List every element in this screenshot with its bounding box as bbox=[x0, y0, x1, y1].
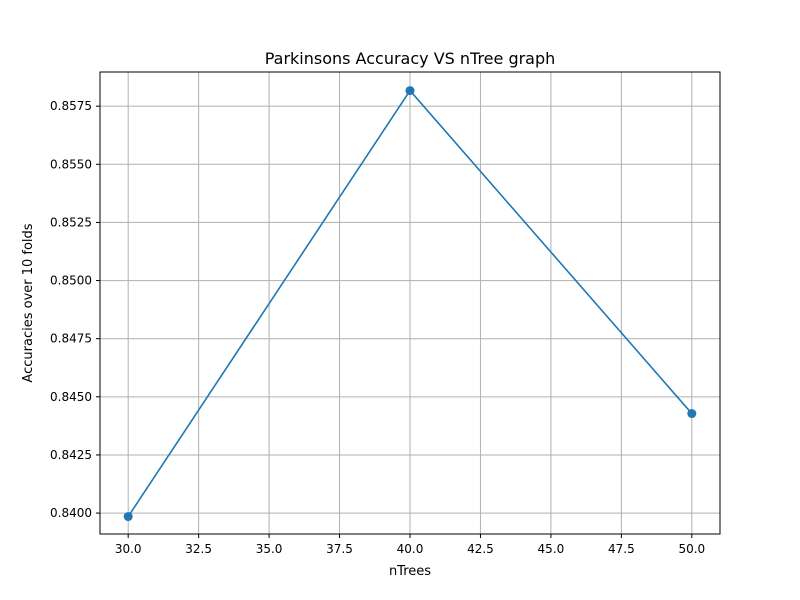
x-tick-label: 35.0 bbox=[256, 542, 283, 556]
y-tick-label: 0.8425 bbox=[50, 448, 92, 462]
x-tick-label: 42.5 bbox=[467, 542, 494, 556]
y-axis-ticks: 0.8400 0.8425 0.8450 0.8475 0.8500 0.8525 0.85… bbox=[50, 99, 100, 520]
y-tick-label: 0.8400 bbox=[50, 506, 92, 520]
y-axis-label: Accuracies over 10 folds bbox=[21, 223, 36, 382]
x-tick-label: 32.5 bbox=[185, 542, 212, 556]
x-tick-label: 40.0 bbox=[397, 542, 424, 556]
x-axis-label: nTrees bbox=[389, 564, 431, 579]
data-point bbox=[405, 86, 415, 96]
y-tick-label: 0.8575 bbox=[50, 99, 92, 113]
grid bbox=[100, 72, 720, 534]
x-tick-label: 45.0 bbox=[538, 542, 565, 556]
chart-title: Parkinsons Accuracy VS nTree graph bbox=[265, 49, 556, 68]
x-tick-label: 47.5 bbox=[608, 542, 635, 556]
data-point bbox=[123, 512, 133, 522]
y-tick-label: 0.8550 bbox=[50, 157, 92, 171]
x-tick-label: 37.5 bbox=[326, 542, 353, 556]
data-point bbox=[687, 409, 697, 419]
y-tick-label: 0.8525 bbox=[50, 215, 92, 229]
y-tick-label: 0.8475 bbox=[50, 332, 92, 346]
y-tick-label: 0.8500 bbox=[50, 274, 92, 288]
x-tick-label: 50.0 bbox=[678, 542, 705, 556]
y-tick-label: 0.8450 bbox=[50, 390, 92, 404]
x-tick-label: 30.0 bbox=[115, 542, 142, 556]
series-layer bbox=[123, 86, 697, 522]
x-axis-ticks: 30.0 32.5 35.0 37.5 40.0 42.5 45.0 47.5 50.0 bbox=[115, 534, 705, 556]
